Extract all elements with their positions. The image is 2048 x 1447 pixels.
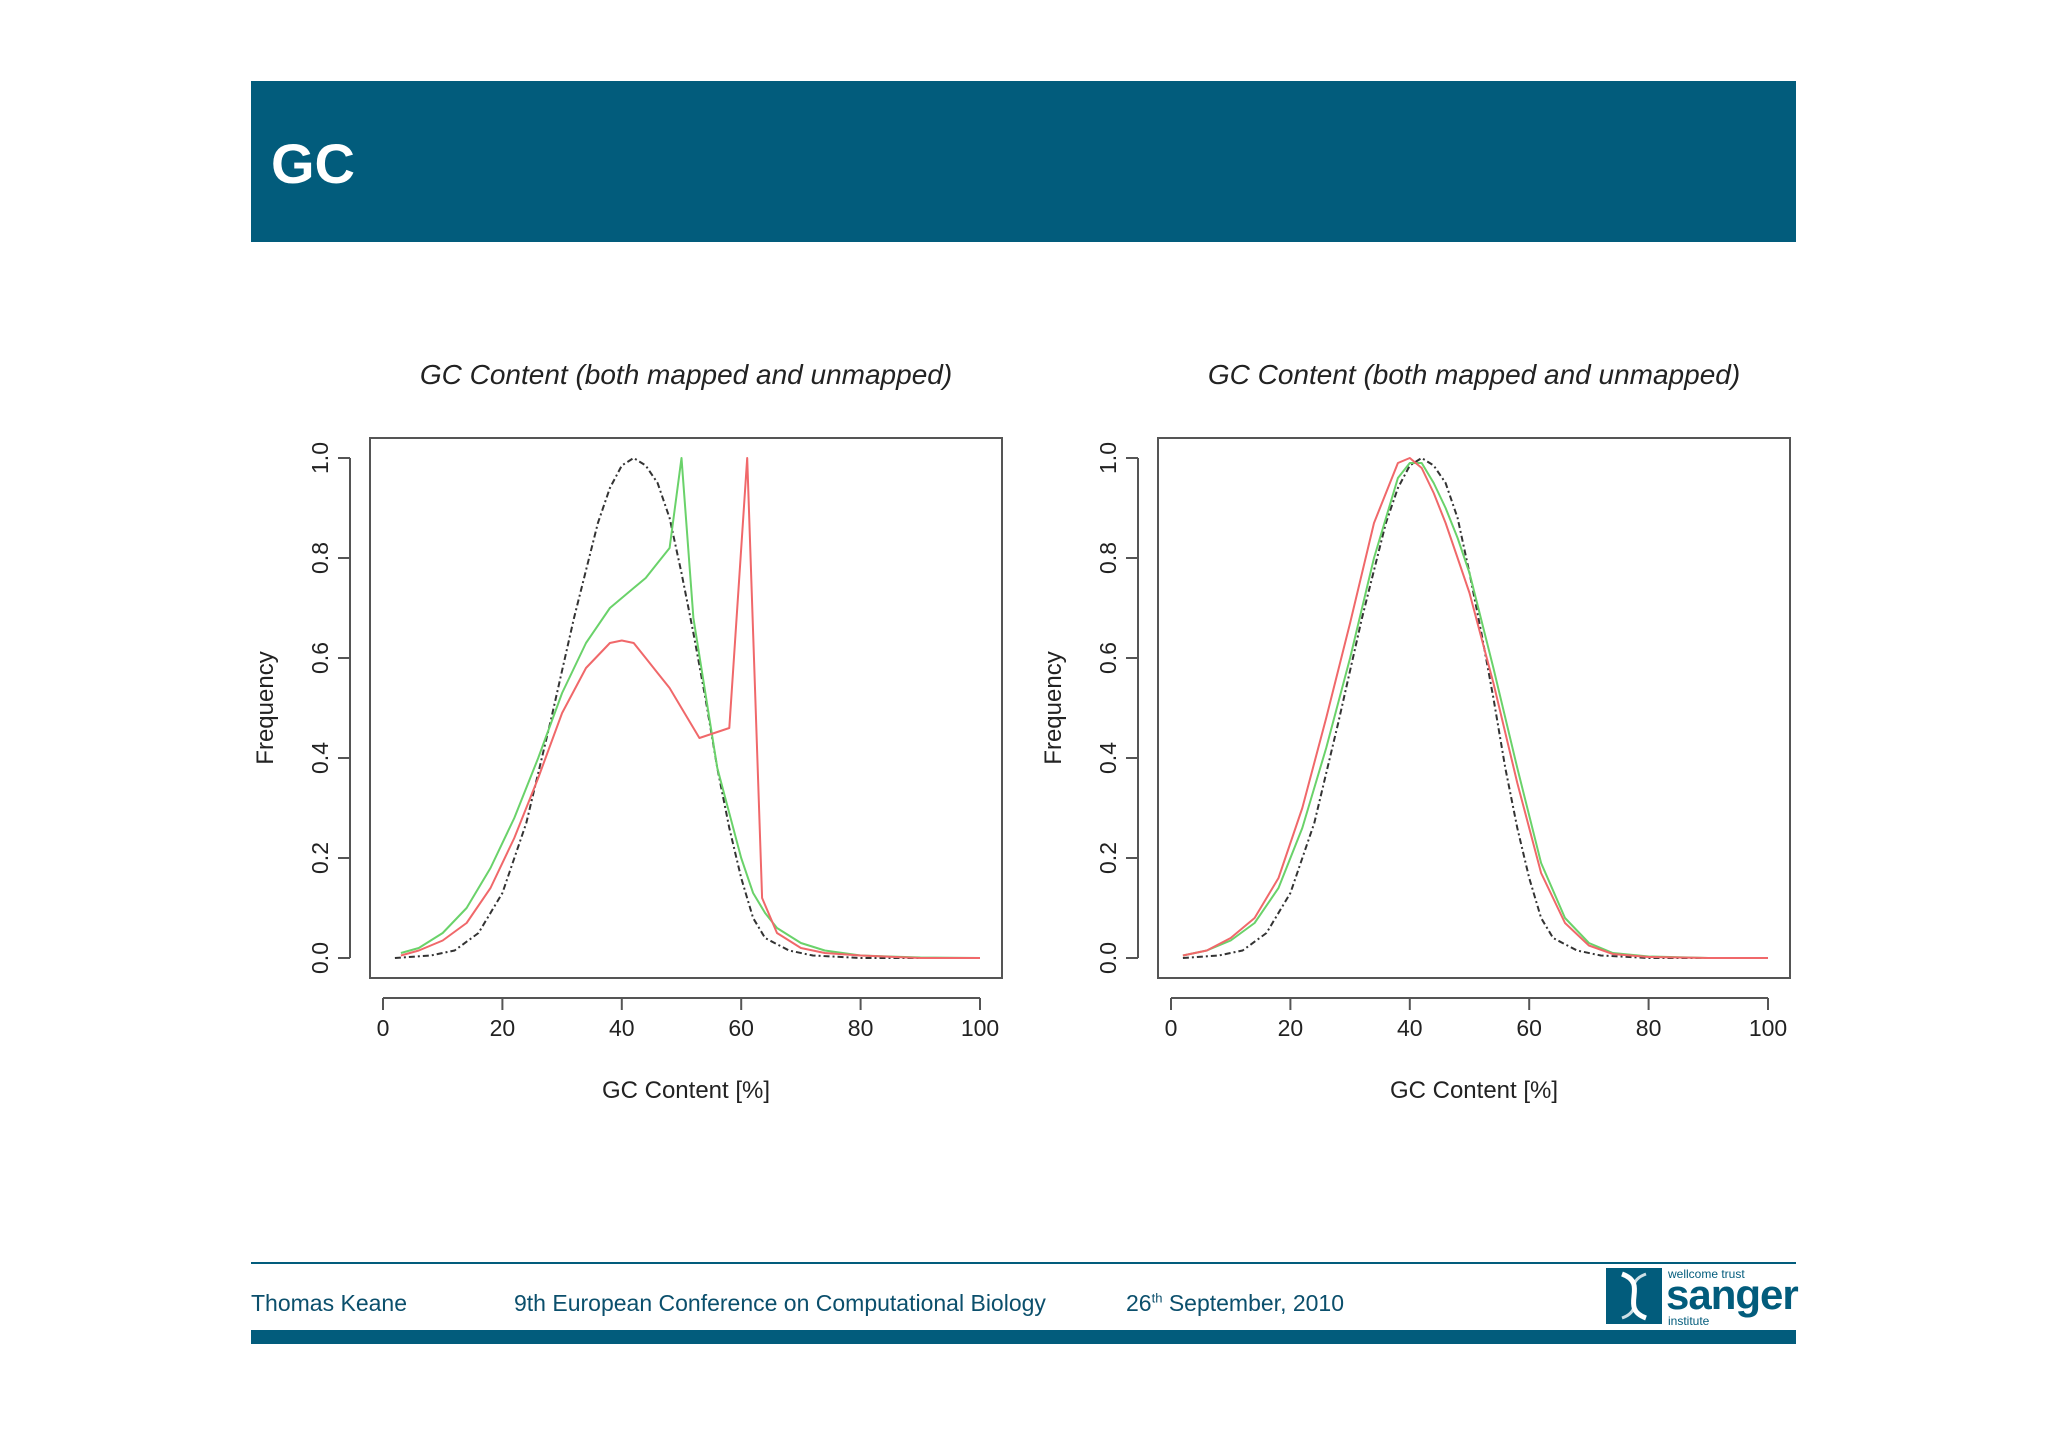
footer-date: 26th September, 2010 (1126, 1290, 1344, 1317)
footer-band (251, 1330, 1796, 1344)
x-tick-label: 100 (961, 1015, 999, 1041)
x-tick-label: 20 (490, 1015, 516, 1041)
x-tick-label: 40 (609, 1015, 635, 1041)
y-tick-label: 1.0 (1095, 442, 1121, 474)
logo-main-text: sanger (1666, 1271, 1799, 1318)
x-axis-label: GC Content [%] (1390, 1077, 1558, 1104)
y-tick-label: 0.6 (307, 642, 333, 674)
dna-helix-icon (1606, 1268, 1662, 1324)
x-tick-label: 60 (1516, 1015, 1542, 1041)
x-tick-label: 100 (1749, 1015, 1787, 1041)
y-axis-label: Frequency (252, 651, 279, 764)
title-bar: GC (251, 81, 1796, 242)
series-line-green (1182, 462, 1768, 959)
footer-author: Thomas Keane (251, 1290, 407, 1316)
sanger-logo: wellcome trust sanger institute (1606, 1267, 1799, 1328)
slide-title: GC (271, 132, 355, 195)
y-tick-label: 0.8 (307, 542, 333, 574)
series-line-red (400, 457, 980, 959)
logo-bottom-text: institute (1668, 1314, 1710, 1328)
footer-date-suffix: th (1151, 1290, 1163, 1306)
chart-left: GC Content (both mapped and unmapped) 0 20… (252, 359, 1003, 1104)
footer-conference: 9th European Conference on Computational… (514, 1290, 1046, 1316)
y-axis-label: Frequency (1040, 651, 1067, 764)
x-tick-label: 0 (1165, 1015, 1178, 1041)
y-tick-label: 1.0 (307, 442, 333, 474)
y-tick-label: 0.0 (1095, 942, 1121, 974)
x-tick-label: 60 (728, 1015, 754, 1041)
x-tick-label: 80 (1636, 1015, 1662, 1041)
plot-frame (1157, 437, 1791, 979)
series-line-dashed (1182, 457, 1768, 959)
logo-top-text: wellcome trust (1668, 1267, 1745, 1281)
y-tick-label: 0.4 (307, 742, 333, 774)
footer-date-rest: September, 2010 (1168, 1290, 1345, 1316)
y-tick-label: 0.2 (307, 842, 333, 874)
y-tick-label: 0.6 (1095, 642, 1121, 674)
y-tick-label: 0.2 (1095, 842, 1121, 874)
footer-date-day: 26 (1126, 1290, 1152, 1316)
x-axis-label: GC Content [%] (602, 1077, 770, 1104)
series-line-green (400, 457, 981, 959)
footer-rule (251, 1262, 1796, 1264)
x-tick-label: 20 (1278, 1015, 1304, 1041)
y-tick-label: 0.4 (1095, 742, 1121, 774)
y-tick-label: 0.0 (307, 942, 333, 974)
y-tick-label: 0.8 (1095, 542, 1121, 574)
series-line-dashed (394, 457, 980, 959)
chart-title: GC Content (both mapped and unmapped) (420, 359, 952, 390)
plot-frame (369, 437, 1003, 979)
chart-right: GC Content (both mapped and unmapped) 0 20… (1040, 359, 1791, 1104)
x-tick-label: 80 (848, 1015, 874, 1041)
series-line-red (1182, 457, 1768, 959)
x-tick-label: 40 (1397, 1015, 1423, 1041)
chart-title: GC Content (both mapped and unmapped) (1208, 359, 1740, 390)
x-tick-label: 0 (377, 1015, 390, 1041)
